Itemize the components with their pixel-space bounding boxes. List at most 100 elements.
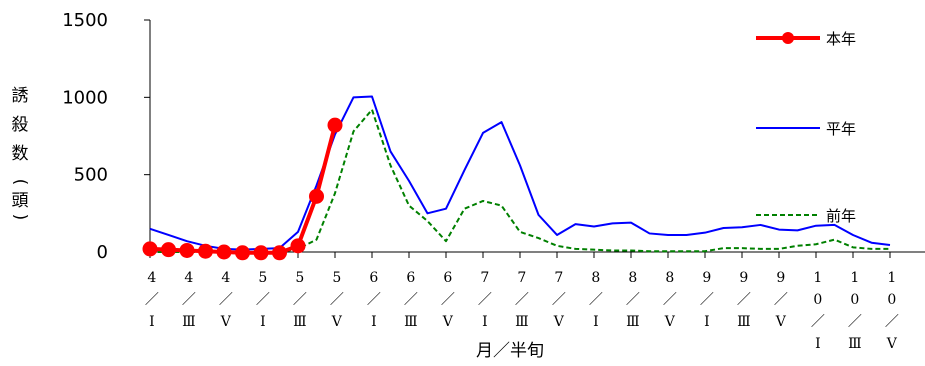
x-tick-char: ／ xyxy=(700,292,714,308)
data-point xyxy=(253,245,269,261)
x-tick-char: 7 xyxy=(554,270,563,286)
data-point xyxy=(327,117,343,133)
x-tick-char: 0 xyxy=(813,292,822,308)
x-tick-label: 1 0 ／ Ⅲ xyxy=(848,270,862,352)
legend-item: 平年 xyxy=(756,120,856,138)
data-point xyxy=(235,245,250,261)
x-tick-char: Ⅲ xyxy=(182,314,196,330)
x-tick-char: 6 xyxy=(406,270,415,286)
x-tick-char: 6 xyxy=(443,270,452,286)
x-tick-char: Ⅲ xyxy=(515,314,529,330)
x-tick-label: 9 ／ Ⅲ xyxy=(737,270,751,330)
data-point xyxy=(309,188,324,204)
x-tick-char: Ⅰ xyxy=(149,314,155,330)
x-tick-label: 4 ／ Ⅴ xyxy=(219,270,233,330)
x-tick-char: 5 xyxy=(332,270,341,286)
data-point xyxy=(179,242,195,258)
x-axis: 4／Ⅰ4／Ⅲ4／Ⅴ5／Ⅰ5／Ⅲ5／Ⅴ6／Ⅰ6／Ⅲ6／Ⅴ7／Ⅰ7／Ⅲ7／Ⅴ8／Ⅰ8… xyxy=(145,251,925,352)
x-tick-char: 0 xyxy=(850,292,859,308)
x-tick-char: Ⅴ xyxy=(220,314,232,330)
x-tick-char: Ⅰ xyxy=(260,314,266,330)
x-tick-char: ／ xyxy=(330,292,344,308)
x-tick-char: 4 xyxy=(184,270,193,286)
x-tick-char: Ⅰ xyxy=(371,314,377,330)
legend-item: 本年 xyxy=(756,30,856,48)
x-tick-char: ／ xyxy=(848,314,862,330)
legend-label: 平年 xyxy=(826,120,856,138)
x-tick-char: Ⅲ xyxy=(404,314,418,330)
x-tick-char: 9 xyxy=(776,270,785,286)
y-label-char: 頭 xyxy=(12,191,29,211)
x-tick-label: 5 ／ Ⅴ xyxy=(330,270,344,330)
series-line xyxy=(149,124,337,255)
x-tick-char: Ⅲ xyxy=(293,314,307,330)
x-tick-char: Ⅲ xyxy=(626,314,640,330)
x-tick-char: 8 xyxy=(628,270,637,286)
x-tick-char: 0 xyxy=(887,292,896,308)
y-tick-label: 1500 xyxy=(62,10,108,31)
x-tick-char: ／ xyxy=(478,292,492,308)
x-tick-label: 1 0 ／ Ⅰ xyxy=(811,270,825,352)
x-tick-char: ／ xyxy=(811,314,825,330)
x-tick-label: 1 0 ／ Ⅴ xyxy=(885,270,899,352)
x-tick-char: ／ xyxy=(441,292,455,308)
x-tick-char: ／ xyxy=(404,292,418,308)
x-tick-char: ／ xyxy=(515,292,529,308)
x-tick-label: 6 ／ Ⅲ xyxy=(404,270,418,330)
x-tick-label: 5 ／ Ⅰ xyxy=(256,270,270,330)
x-tick-char: Ⅴ xyxy=(775,314,787,330)
x-tick-char: Ⅴ xyxy=(331,314,343,330)
legend-item: 前年 xyxy=(756,207,856,225)
x-tick-char: 1 xyxy=(813,270,822,286)
x-tick-char: Ⅴ xyxy=(886,336,898,352)
x-tick-char: ／ xyxy=(737,292,751,308)
series-平年 xyxy=(149,95,891,251)
x-tick-char: ／ xyxy=(663,292,677,308)
y-axis: 0 500 1000 1500 xyxy=(62,10,151,263)
x-tick-char: 6 xyxy=(369,270,378,286)
x-tick-label: 7 ／ Ⅰ xyxy=(478,270,492,330)
series-layer xyxy=(142,95,891,261)
x-tick-char: ／ xyxy=(182,292,196,308)
y-label-char: 数 xyxy=(12,144,29,164)
x-tick-label: 5 ／ Ⅲ xyxy=(293,270,307,330)
x-tick-char: Ⅰ xyxy=(593,314,599,330)
x-tick-label: 4 ／ Ⅲ xyxy=(182,270,196,330)
x-tick-label: 9 ／ Ⅴ xyxy=(774,270,788,330)
x-tick-char: Ⅲ xyxy=(848,336,862,352)
x-tick-label: 6 ／ Ⅰ xyxy=(367,270,381,330)
x-tick-char: ／ xyxy=(885,314,899,330)
x-tick-label: 8 ／ Ⅴ xyxy=(663,270,677,330)
x-tick-char: 8 xyxy=(591,270,600,286)
x-tick-char: ／ xyxy=(256,292,270,308)
x-tick-label: 6 ／ Ⅴ xyxy=(441,270,455,330)
x-tick-label: 8 ／ Ⅰ xyxy=(589,270,603,330)
data-point xyxy=(198,243,213,259)
x-tick-char: 9 xyxy=(702,270,711,286)
x-tick-char: ／ xyxy=(589,292,603,308)
y-label-char: 誘 xyxy=(12,86,29,106)
data-point xyxy=(161,242,176,258)
x-tick-char: Ⅰ xyxy=(815,336,821,352)
x-tick-char: 4 xyxy=(221,270,230,286)
x-tick-label: 8 ／ Ⅲ xyxy=(626,270,640,330)
legend-marker xyxy=(782,32,794,44)
x-tick-label: 4 ／ Ⅰ xyxy=(145,270,159,330)
x-tick-char: Ⅰ xyxy=(704,314,710,330)
x-tick-char: Ⅲ xyxy=(737,314,751,330)
x-tick-label: 7 ／ Ⅲ xyxy=(515,270,529,330)
y-tick-label: 500 xyxy=(74,165,108,186)
x-axis-label: 月／半旬 xyxy=(476,341,544,361)
x-tick-char: Ⅰ xyxy=(482,314,488,330)
x-tick-char: 1 xyxy=(850,270,859,286)
x-tick-char: ／ xyxy=(552,292,566,308)
y-tick-label: 1000 xyxy=(62,87,108,108)
x-tick-char: Ⅴ xyxy=(553,314,565,330)
x-tick-char: ／ xyxy=(219,292,233,308)
data-point xyxy=(142,241,158,257)
x-tick-char: 5 xyxy=(295,270,304,286)
x-tick-char: 1 xyxy=(887,270,896,286)
series-line xyxy=(149,95,891,251)
